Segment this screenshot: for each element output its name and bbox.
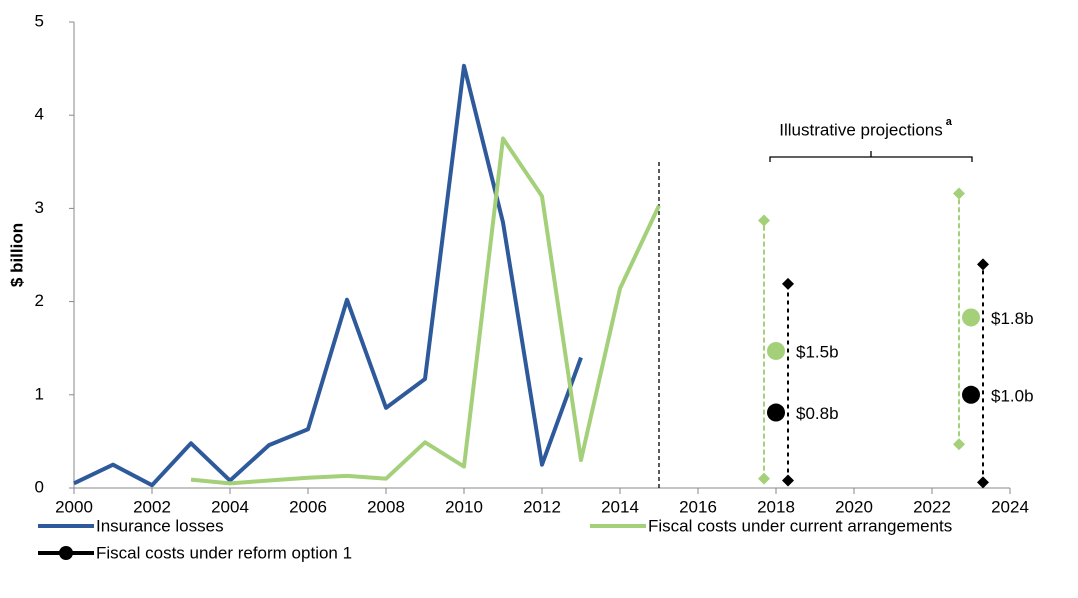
range-end — [782, 474, 794, 487]
range-end — [758, 214, 770, 227]
point — [962, 385, 980, 404]
x-tick-label: 2020 — [835, 497, 873, 516]
x-tick-label: 2022 — [913, 497, 951, 516]
annotation-note: a — [946, 116, 953, 128]
x-tick-label: 2006 — [289, 497, 327, 516]
bracket — [769, 151, 973, 162]
series-line — [190, 136, 661, 486]
point — [767, 341, 785, 360]
point-label: $1.0b — [991, 386, 1034, 405]
x-tick-label: 2018 — [757, 497, 795, 516]
y-tick-label: 0 — [35, 477, 44, 496]
point — [962, 308, 980, 327]
y-tick-label: 4 — [35, 105, 44, 124]
range-end — [782, 277, 794, 290]
y-tick-label: 1 — [35, 384, 44, 403]
legend-label: Fiscal costs under reform option 1 — [96, 543, 352, 562]
range-end — [953, 438, 965, 451]
x-tick-label: 2016 — [679, 497, 717, 516]
series-line — [73, 63, 583, 488]
y-tick-label: 2 — [35, 291, 44, 310]
point — [767, 403, 785, 422]
point-label: $1.8b — [991, 309, 1034, 328]
x-tick-label: 2000 — [55, 497, 93, 516]
legend-label: Fiscal costs under current arrangements — [648, 516, 952, 535]
point-label: $0.8b — [796, 404, 839, 423]
x-tick-label: 2024 — [991, 497, 1029, 516]
x-tick-label: 2002 — [133, 497, 171, 516]
annotation: Illustrative projections — [779, 120, 942, 139]
point-label: $1.5b — [796, 342, 839, 361]
range-end — [977, 476, 989, 489]
x-tick-label: 2014 — [601, 497, 639, 516]
x-tick-label: 2004 — [211, 497, 249, 516]
x-tick-label: 2010 — [445, 497, 483, 516]
y-tick-label: 5 — [35, 11, 44, 30]
legend-label: Insurance losses — [96, 516, 224, 535]
range-end — [758, 472, 770, 485]
x-tick-label: 2008 — [367, 497, 405, 516]
y-tick-label: 3 — [35, 198, 44, 217]
legend-marker — [59, 546, 73, 560]
x-tick-label: 2012 — [523, 497, 561, 516]
range-end — [953, 187, 965, 200]
range-end — [977, 258, 989, 271]
y-axis-label: $ billion — [7, 223, 26, 287]
